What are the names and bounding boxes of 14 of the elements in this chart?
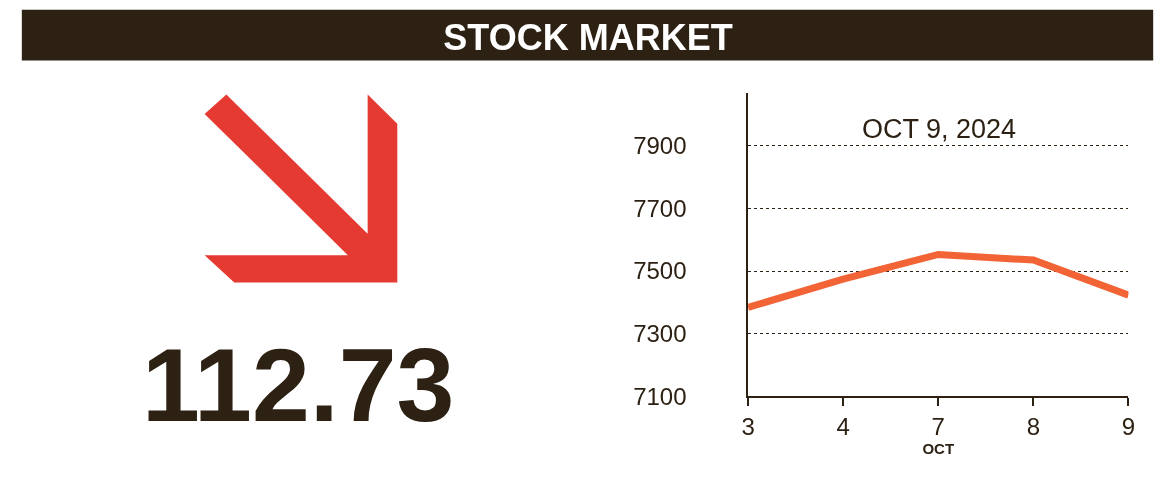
x-tick-label: 9 xyxy=(1121,412,1136,440)
x-tick-label: 7 xyxy=(931,412,945,440)
x-tick-label: 4 xyxy=(836,412,850,440)
y-tick-label: 7900 xyxy=(633,132,687,160)
text: 112.73 xyxy=(142,327,455,443)
text: OCT 9, 2024 xyxy=(862,114,1017,144)
x-axis-title: OCT xyxy=(922,439,955,457)
y-tick-label: 7700 xyxy=(633,194,687,222)
x-tick-label: 3 xyxy=(741,412,755,440)
y-tick-label: 7100 xyxy=(633,382,687,410)
y-tick-label: 7300 xyxy=(633,320,687,348)
y-tick-label: 7500 xyxy=(633,257,687,285)
x-tick-label: 8 xyxy=(1026,412,1041,440)
chart-title: STOCK MARKET xyxy=(443,16,733,58)
